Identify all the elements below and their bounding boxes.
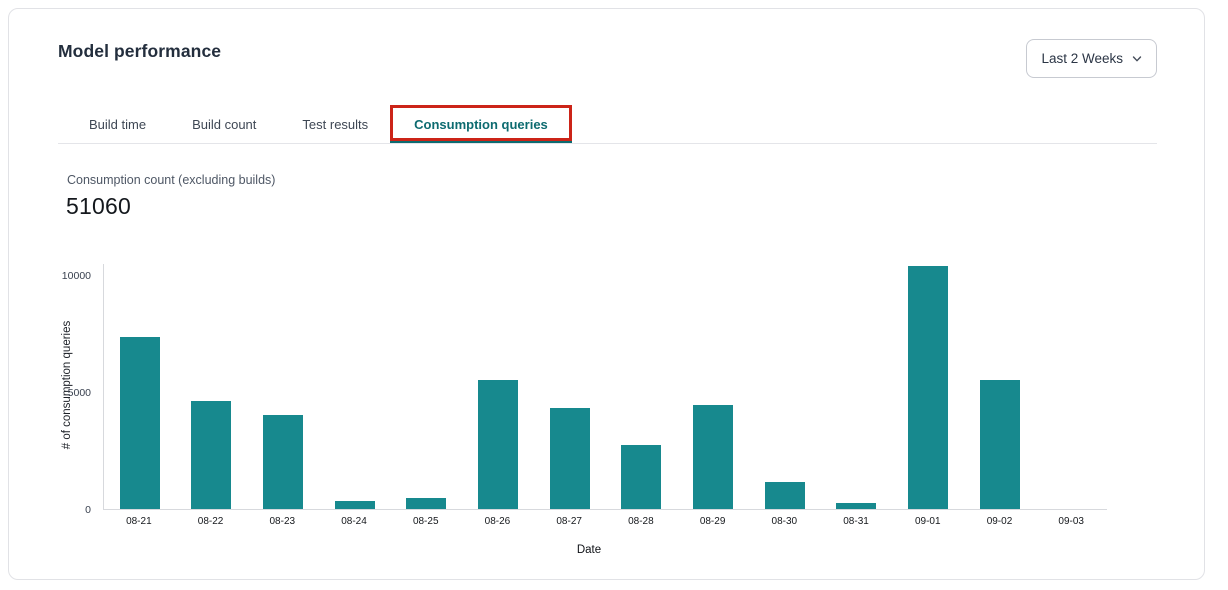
chart-bar-09-02[interactable] bbox=[979, 380, 1020, 509]
bar-band bbox=[462, 264, 534, 509]
metric-value: 51060 bbox=[66, 193, 131, 219]
x-tick-label: 08-26 bbox=[484, 516, 511, 527]
bar-band bbox=[820, 264, 892, 509]
time-range-value: Last 2 Weeks bbox=[1041, 51, 1123, 66]
time-range-select[interactable]: Last 2 Weeks bbox=[1026, 39, 1157, 78]
x-axis-label: Date bbox=[576, 544, 602, 556]
y-tick-label: 5000 bbox=[67, 387, 91, 399]
chevron-down-icon bbox=[1132, 55, 1142, 61]
x-tick-label: 09-01 bbox=[914, 516, 941, 527]
bar-band bbox=[605, 264, 677, 509]
y-tick-label: 10000 bbox=[61, 270, 91, 282]
tab-label: Consumption queries bbox=[414, 116, 548, 132]
x-tick-label: 08-31 bbox=[843, 516, 869, 527]
tab-bar: Build time Build count Test results Cons… bbox=[58, 105, 1157, 144]
chart-bar-08-28[interactable] bbox=[621, 445, 662, 509]
metric-label: Consumption count (excluding builds) bbox=[67, 173, 276, 187]
chart-bar-08-21[interactable] bbox=[119, 337, 160, 509]
tab-build-time[interactable]: Build time bbox=[89, 116, 147, 132]
bar-band bbox=[534, 264, 606, 509]
chart-bar-08-25[interactable] bbox=[406, 498, 447, 509]
bar-band bbox=[964, 264, 1036, 509]
x-tick-label: 08-29 bbox=[699, 516, 726, 527]
plot-area: 08-21 08-22 08-23 08-24 08-25 08-26 08-27 08-28… bbox=[103, 264, 1107, 527]
bar-band bbox=[176, 264, 248, 509]
chart-bar-08-29[interactable] bbox=[692, 405, 733, 509]
chart-bar-08-31[interactable] bbox=[836, 503, 877, 509]
x-tick-label: 08-30 bbox=[771, 516, 798, 527]
x-tick-label: 09-03 bbox=[1058, 516, 1084, 527]
x-tick-label: 08-28 bbox=[628, 516, 654, 527]
tab-consumption-queries[interactable]: Consumption queries bbox=[390, 105, 572, 143]
tab-test-results[interactable]: Test results bbox=[302, 116, 369, 132]
y-tick-label: 0 bbox=[85, 504, 91, 516]
bars-row bbox=[103, 264, 1107, 510]
bar-band bbox=[391, 264, 463, 509]
consumption-bar-chart: # of consumption queries 0 5000 10000 08-2… bbox=[9, 256, 1204, 576]
chart-bar-08-23[interactable] bbox=[263, 415, 304, 509]
x-tick-label: 08-27 bbox=[556, 516, 582, 527]
chart-bar-09-01[interactable] bbox=[907, 266, 948, 509]
x-tick-label: 08-22 bbox=[197, 516, 224, 527]
chart-bar-08-27[interactable] bbox=[549, 408, 590, 509]
bar-band bbox=[247, 264, 319, 509]
chart-bar-08-24[interactable] bbox=[334, 501, 375, 509]
tab-build-count[interactable]: Build count bbox=[192, 116, 257, 132]
y-axis-ticks: 0 5000 10000 bbox=[9, 264, 97, 516]
bar-band bbox=[319, 264, 391, 509]
x-axis-ticks: 08-21 08-22 08-23 08-24 08-25 08-26 08-27 08-28… bbox=[103, 516, 1107, 527]
model-performance-card: Model performance Last 2 Weeks Build tim… bbox=[8, 8, 1205, 580]
page-title: Model performance bbox=[58, 41, 222, 61]
x-tick-label: 08-24 bbox=[341, 516, 367, 527]
x-tick-label: 08-23 bbox=[269, 516, 296, 527]
x-tick-label: 08-25 bbox=[412, 516, 439, 527]
bar-band bbox=[677, 264, 749, 509]
x-tick-label: 09-02 bbox=[986, 516, 1013, 527]
active-tab-underline bbox=[390, 140, 572, 143]
bar-band bbox=[749, 264, 821, 509]
chart-bar-08-22[interactable] bbox=[191, 401, 232, 509]
bar-band bbox=[104, 264, 176, 509]
chart-bar-08-26[interactable] bbox=[478, 380, 519, 509]
chart-bar-08-30[interactable] bbox=[764, 482, 805, 509]
x-tick-label: 08-21 bbox=[126, 516, 152, 527]
bar-band bbox=[1035, 264, 1107, 509]
bar-band bbox=[892, 264, 964, 509]
